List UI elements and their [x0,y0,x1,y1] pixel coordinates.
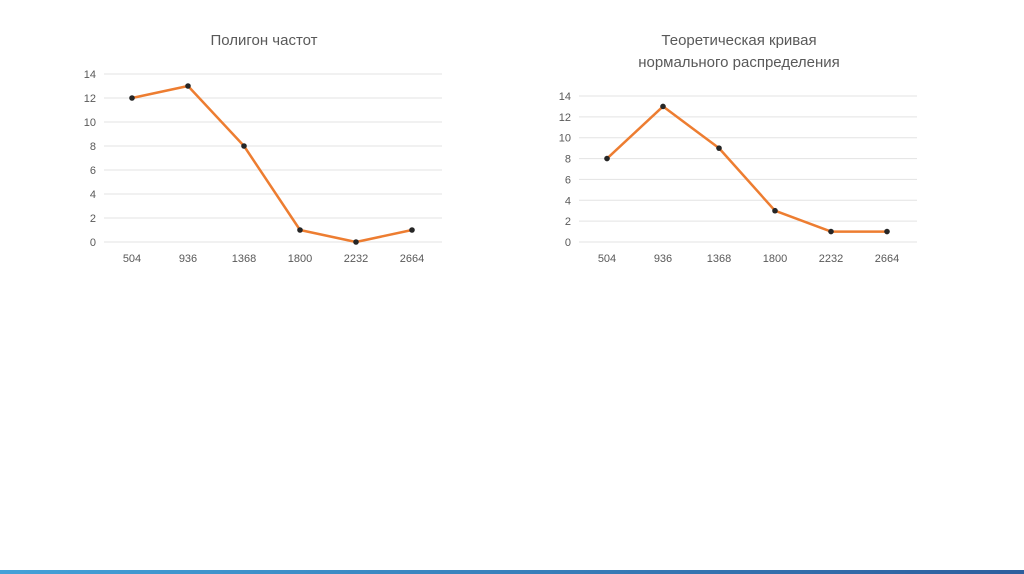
x-tick-label: 1368 [232,253,256,265]
data-point [241,143,247,149]
y-tick-label: 10 [84,117,96,129]
x-tick-label: 1800 [763,253,787,265]
data-point [884,228,890,235]
line-plot: 0 2 4 6 8 10 12 14 504 936 1368 1800 2232 2664 [559,91,917,265]
x-tick-label: 2664 [875,253,899,265]
y-tick-label: 8 [90,141,96,153]
x-tick-label: 936 [654,253,672,265]
y-tick-label: 4 [90,189,96,201]
data-point [353,239,359,245]
y-tick-label: 6 [565,174,571,186]
y-tick-label: 10 [559,133,571,145]
y-tick-label: 12 [559,112,571,124]
data-point [660,103,666,110]
chart-frequency-polygon: Полигон частот 0 2 4 6 8 10 12 14 504 936 1368 1800… [68,28,460,274]
x-tick-label: 2232 [819,253,843,265]
line-plot: 0 2 4 6 8 10 12 14 504 936 1368 1800 2232 2664 [84,69,442,265]
y-tick-label: 6 [90,165,96,177]
data-point [409,227,415,233]
y-tick-label: 0 [565,237,571,249]
x-tick-label: 2664 [400,253,424,265]
x-tick-label: 2232 [344,253,368,265]
x-tick-label: 1800 [288,253,312,265]
y-tick-label: 12 [84,93,96,105]
y-tick-label: 2 [90,213,96,225]
x-tick-label: 504 [123,253,141,265]
data-point [185,83,191,89]
data-line [130,84,414,244]
data-point [772,207,778,214]
data-point [604,155,610,162]
y-tick-label: 4 [565,195,571,207]
x-tick-label: 936 [179,253,197,265]
data-point [828,228,834,235]
data-point [297,227,303,233]
chart-title: Теоретическая кривая нормального распред… [638,32,840,71]
data-point [716,145,722,151]
x-tick-label: 504 [598,253,616,265]
y-tick-label: 14 [84,69,96,81]
y-tick-label: 14 [559,91,571,103]
y-tick-label: 8 [565,154,571,166]
y-tick-label: 2 [565,216,571,228]
x-tick-label: 1368 [707,253,731,265]
y-tick-label: 0 [90,237,96,249]
slide-footer-accent-bar [0,570,1024,574]
data-point [129,95,135,101]
chart-normal-distribution-curve: Теоретическая кривая нормального распред… [543,28,935,274]
chart-title: Полигон частот [210,32,318,49]
data-line [605,105,889,233]
